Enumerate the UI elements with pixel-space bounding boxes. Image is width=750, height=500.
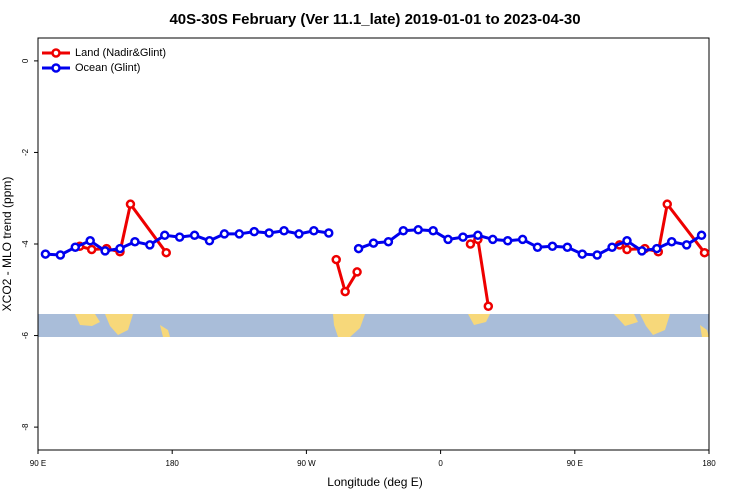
- data-point: [517, 234, 528, 245]
- data-point: [413, 225, 423, 235]
- data-point: [696, 230, 707, 241]
- y-tick-label: -6: [21, 331, 30, 339]
- data-point: [279, 225, 289, 236]
- data-point: [383, 236, 394, 247]
- data-point: [353, 243, 364, 254]
- data-point: [368, 238, 379, 248]
- x-tick-label: 180: [702, 459, 716, 468]
- y-tick-label: 0: [21, 58, 30, 63]
- y-tick-label: -4: [21, 240, 30, 248]
- y-tick-label: -8: [21, 423, 30, 431]
- legend-label: Land (Nadir&Glint): [75, 47, 166, 59]
- data-point: [473, 230, 483, 241]
- data-point: [130, 236, 140, 247]
- data-point: [681, 240, 692, 250]
- data-point: [465, 239, 476, 249]
- data-point: [458, 232, 468, 242]
- data-point: [699, 247, 710, 258]
- data-point: [115, 243, 125, 254]
- data-point: [85, 236, 95, 246]
- x-tick-label: 90 E: [567, 459, 583, 468]
- data-point: [40, 249, 51, 259]
- data-point: [204, 236, 215, 246]
- data-point: [145, 240, 155, 250]
- data-point: [189, 230, 200, 241]
- series-line: [334, 259, 359, 296]
- x-tick-label: 0: [438, 459, 443, 468]
- legend-marker: [51, 63, 61, 73]
- legend-marker: [51, 48, 61, 58]
- x-axis-label: Longitude (deg E): [327, 475, 422, 489]
- data-point: [577, 249, 588, 259]
- data-point: [607, 242, 617, 252]
- chart-title: 40S-30S February (Ver 11.1_late) 2019-01…: [169, 11, 580, 28]
- data-point: [159, 230, 170, 241]
- data-point: [331, 254, 341, 265]
- data-point: [309, 225, 319, 236]
- data-point: [428, 225, 438, 236]
- data-point: [264, 228, 274, 238]
- data-point: [219, 229, 230, 239]
- data-point: [234, 229, 245, 239]
- data-point: [443, 234, 453, 245]
- series-line: [469, 236, 490, 307]
- data-point: [340, 286, 350, 297]
- data-point: [483, 301, 494, 312]
- data-point: [86, 244, 97, 255]
- data-point: [398, 225, 409, 236]
- y-axis-label: XCO2 - MLO trend (ppm): [0, 177, 14, 312]
- x-tick-label: 90 E: [30, 459, 46, 468]
- data-point: [125, 199, 136, 209]
- data-point: [666, 236, 677, 247]
- data-point: [662, 199, 672, 209]
- y-tick-label: -2: [21, 148, 30, 156]
- x-tick-label: 180: [166, 459, 180, 468]
- data-point: [55, 250, 66, 260]
- data-point: [70, 242, 81, 252]
- data-point: [652, 243, 662, 254]
- data-point: [249, 226, 259, 237]
- data-point: [547, 241, 558, 252]
- x-tick-label: 90 W: [297, 459, 316, 468]
- data-point: [637, 246, 647, 256]
- legend-label: Ocean (Glint): [75, 62, 140, 74]
- data-point: [161, 247, 171, 258]
- data-point: [592, 250, 602, 260]
- data-point: [622, 244, 632, 255]
- data-point: [324, 228, 334, 238]
- data-point: [488, 234, 498, 245]
- data-point: [352, 267, 362, 277]
- data-point: [100, 246, 110, 256]
- data-point: [502, 236, 513, 246]
- data-point: [562, 242, 573, 252]
- data-point: [532, 242, 543, 252]
- data-point: [622, 236, 632, 246]
- data-point: [294, 229, 304, 239]
- data-point: [174, 232, 185, 242]
- map-strip: [38, 314, 709, 337]
